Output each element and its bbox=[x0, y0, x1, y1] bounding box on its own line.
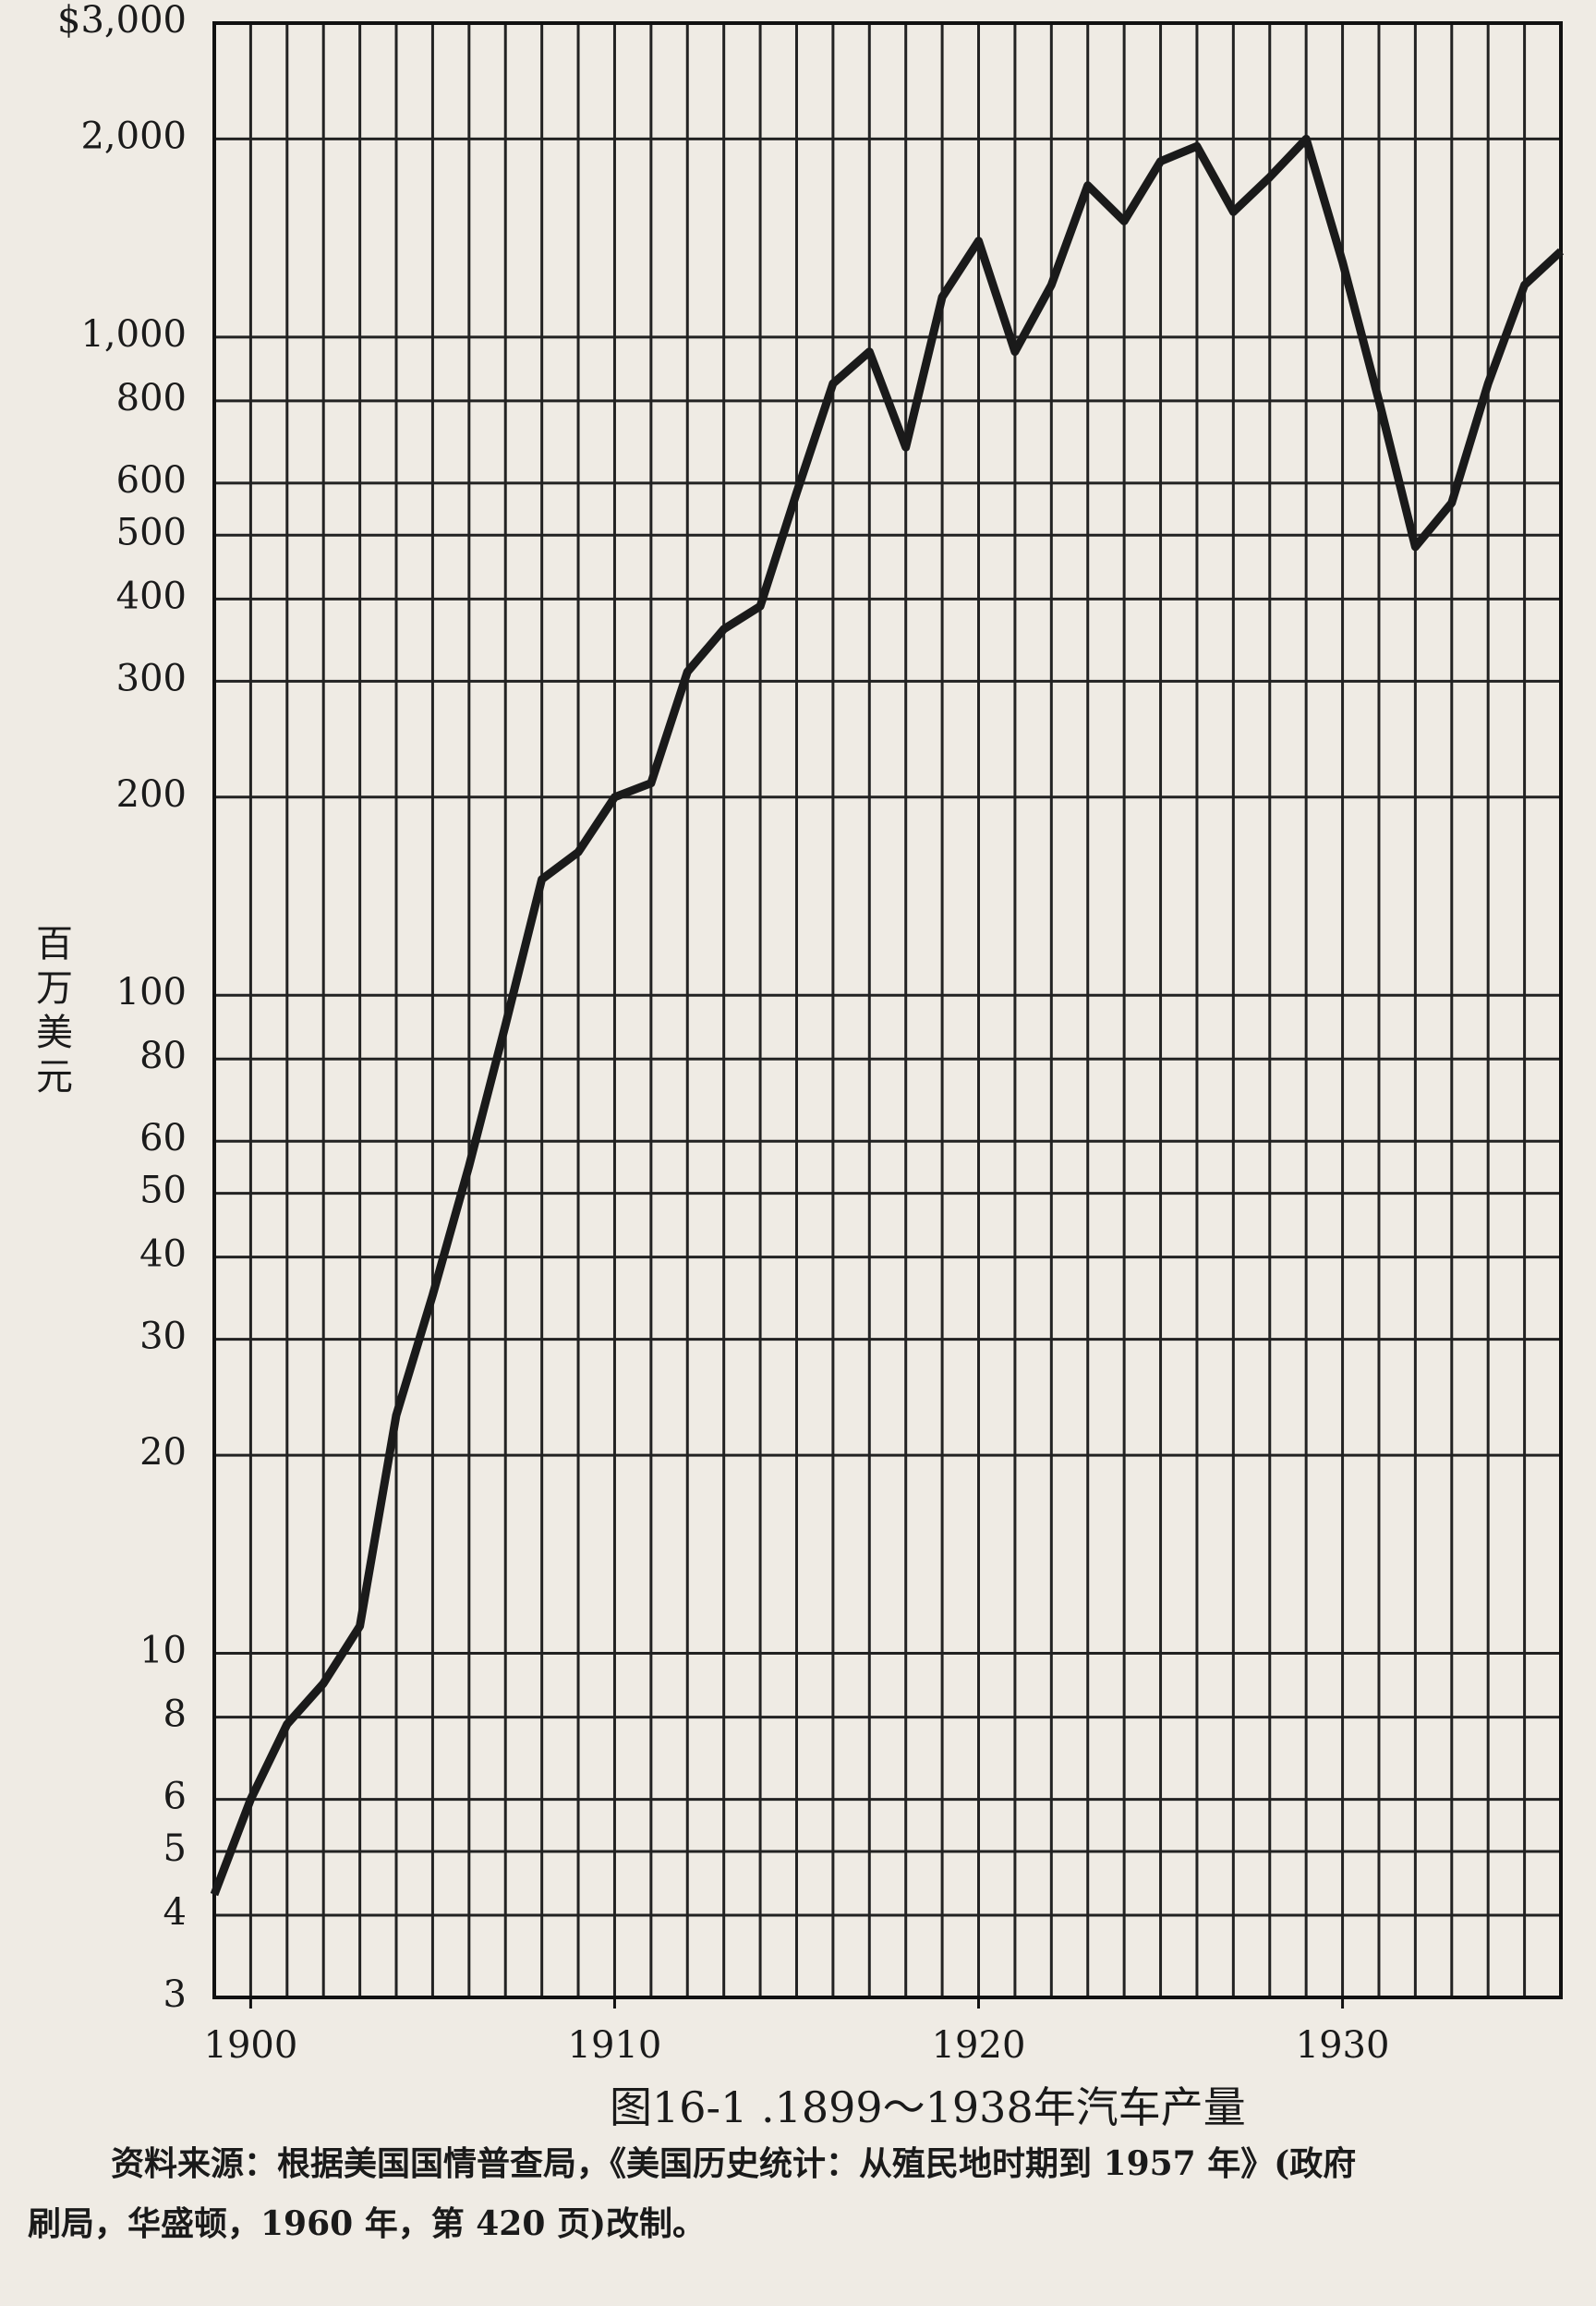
y-tick-label: 3 bbox=[163, 1973, 187, 2016]
y-tick-label: 200 bbox=[116, 773, 187, 816]
y-tick-label: 100 bbox=[116, 971, 187, 1013]
y-tick-label: 400 bbox=[116, 575, 187, 617]
source-note: 刷局，华盛顿，1960 年，第 420 页)改制。 bbox=[28, 2204, 706, 2243]
y-tick-label: 20 bbox=[139, 1431, 187, 1474]
y-tick-label: 40 bbox=[139, 1233, 187, 1276]
x-tick-label: 1930 bbox=[1296, 2024, 1390, 2067]
data-line bbox=[210, 134, 1565, 1897]
chart-title: 图16-1 .1899～1938年汽车产量 bbox=[610, 2082, 1246, 2132]
y-tick-label: 30 bbox=[139, 1316, 187, 1358]
y-tick-label: 5 bbox=[163, 1827, 187, 1870]
y-tick-label: $3,000 bbox=[57, 0, 187, 42]
y-axis-label: 百万美元 bbox=[30, 924, 72, 1101]
y-tick-label: 4 bbox=[163, 1891, 187, 1934]
y-tick-label: 8 bbox=[163, 1693, 187, 1736]
source-note: 资料来源：根据美国国情普查局，《美国历史统计：从殖民地时期到 1957 年》(政… bbox=[111, 2144, 1356, 2183]
y-tick-label: 50 bbox=[139, 1170, 187, 1212]
x-tick-label: 1910 bbox=[568, 2024, 662, 2067]
y-tick-label: 2,000 bbox=[80, 115, 187, 157]
y-tick-label: 60 bbox=[139, 1117, 187, 1159]
y-tick-label: 500 bbox=[116, 511, 187, 553]
y-tick-label: 300 bbox=[116, 657, 187, 699]
y-tick-label: 80 bbox=[139, 1035, 187, 1077]
y-tick-label: 10 bbox=[139, 1630, 187, 1672]
y-tick-label: 600 bbox=[116, 459, 187, 502]
y-tick-label: 1,000 bbox=[80, 313, 187, 356]
y-tick-label: 6 bbox=[163, 1776, 187, 1818]
y-tick-label: 800 bbox=[116, 377, 187, 419]
plot-frame bbox=[212, 21, 1563, 1999]
x-tick-label: 1920 bbox=[932, 2024, 1026, 2067]
x-tick-label: 1900 bbox=[204, 2024, 298, 2067]
